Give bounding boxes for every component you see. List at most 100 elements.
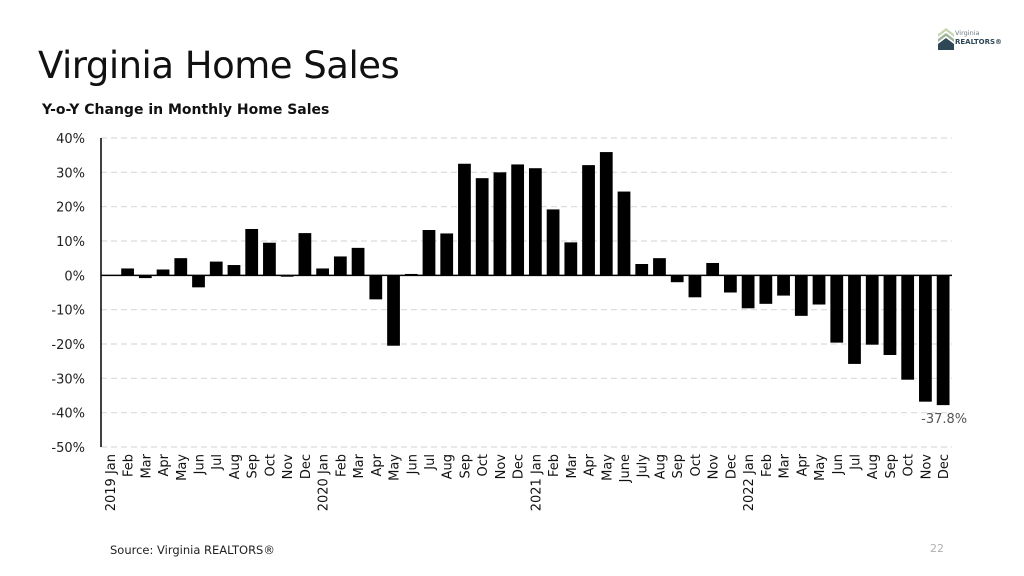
x-tick-label: Dec bbox=[724, 454, 739, 479]
x-tick-label: Oct bbox=[263, 454, 278, 476]
bar bbox=[493, 172, 507, 276]
bar bbox=[741, 275, 755, 309]
x-tick-label: May bbox=[813, 454, 828, 481]
x-tick-label: May bbox=[388, 454, 403, 481]
bar bbox=[440, 233, 454, 276]
x-tick-label: Nov bbox=[494, 454, 509, 480]
x-tick-label: Feb bbox=[334, 454, 349, 477]
page-number: 22 bbox=[930, 542, 944, 555]
logo-text-virginia: Virginia bbox=[955, 29, 980, 37]
x-tick-label: Apr bbox=[157, 453, 172, 476]
y-tick-label: 30% bbox=[56, 166, 85, 181]
bar bbox=[156, 269, 170, 276]
x-tick-label: 2020 Jan bbox=[317, 454, 332, 511]
x-tick-label: Oct bbox=[476, 454, 491, 476]
bar bbox=[174, 258, 188, 276]
x-tick-label: Apr bbox=[583, 453, 598, 476]
bar bbox=[475, 178, 489, 276]
page-title: Virginia Home Sales bbox=[38, 44, 400, 87]
x-tick-label: Mar bbox=[778, 453, 793, 478]
x-tick-label: June bbox=[618, 454, 633, 483]
bar bbox=[812, 275, 826, 305]
y-tick-label: 0% bbox=[64, 269, 85, 284]
bar bbox=[511, 164, 525, 276]
x-tick-label: Jul bbox=[210, 454, 225, 471]
x-tick-label: Mar bbox=[352, 453, 367, 478]
bar bbox=[227, 265, 241, 276]
x-tick-label: May bbox=[600, 454, 615, 481]
y-tick-label: 40% bbox=[56, 132, 85, 147]
x-tick-label: Oct bbox=[902, 454, 917, 476]
bar bbox=[263, 242, 276, 276]
bar bbox=[865, 275, 879, 345]
x-tick-label: Dec bbox=[512, 454, 527, 479]
bar bbox=[724, 275, 737, 293]
x-tick-label: 2022 Jan bbox=[742, 454, 757, 511]
y-tick-label: 20% bbox=[56, 201, 85, 216]
source-note: Source: Virginia REALTORS® bbox=[110, 543, 275, 557]
bars bbox=[103, 152, 950, 406]
x-tick-label: Apr bbox=[795, 453, 810, 476]
bar bbox=[138, 275, 152, 279]
y-tick-label: -10% bbox=[51, 304, 85, 319]
x-tick-label: Nov bbox=[281, 454, 296, 480]
x-tick-label: Sep bbox=[246, 454, 261, 479]
x-tick-label: Feb bbox=[122, 454, 137, 477]
bar bbox=[919, 275, 932, 402]
x-tick-label: Dec bbox=[937, 454, 952, 479]
annotations: -37.8% bbox=[921, 412, 967, 427]
bar bbox=[936, 275, 950, 406]
bar bbox=[564, 242, 578, 276]
x-tick-label: Mar bbox=[565, 453, 580, 478]
bar bbox=[316, 268, 329, 276]
x-tick-label: Aug bbox=[441, 454, 456, 479]
bar bbox=[706, 262, 720, 276]
data-label: -37.8% bbox=[921, 412, 967, 427]
bar bbox=[617, 191, 631, 276]
bar bbox=[121, 268, 134, 276]
x-tick-label: Jul bbox=[423, 454, 438, 471]
bar bbox=[192, 275, 205, 288]
x-tick-label: Aug bbox=[653, 454, 668, 479]
bar bbox=[794, 275, 808, 316]
gridlines bbox=[101, 137, 952, 448]
bar bbox=[582, 165, 595, 276]
x-tick-label: Jun bbox=[831, 454, 846, 475]
bar bbox=[830, 275, 844, 343]
x-tick-label: Sep bbox=[671, 454, 686, 479]
bar bbox=[670, 275, 684, 283]
bar bbox=[528, 168, 542, 276]
x-tick-label: Jul bbox=[848, 454, 863, 471]
x-tick-label: Dec bbox=[299, 454, 314, 479]
virginia-realtors-logo: Virginia REALTORS® bbox=[938, 28, 1003, 52]
x-tick-label: 2021 Jan bbox=[529, 454, 544, 511]
logo-text-realtors: REALTORS® bbox=[955, 38, 1003, 46]
y-tick-label: -50% bbox=[51, 441, 85, 456]
bar bbox=[351, 247, 365, 276]
x-tick-label: Oct bbox=[689, 454, 704, 476]
x-axis-ticks: 2019 Jan Feb Mar Apr May Jun Jul Aug Sep Oct Nov De… bbox=[104, 453, 952, 511]
chart-title: Y-o-Y Change in Monthly Home Sales bbox=[42, 102, 330, 118]
x-tick-label: Nov bbox=[707, 454, 722, 480]
bar bbox=[369, 275, 383, 300]
y-axis-ticks: 40% 30% 20% 10% 0% -10% -20% -30% -40% -50% bbox=[51, 132, 85, 456]
x-tick-label: Aug bbox=[866, 454, 881, 479]
bar bbox=[333, 256, 347, 276]
bar bbox=[653, 258, 666, 276]
x-tick-label: Aug bbox=[228, 454, 243, 479]
bar bbox=[546, 209, 560, 276]
bar bbox=[298, 233, 312, 276]
bar bbox=[422, 230, 436, 276]
y-tick-label: -20% bbox=[51, 338, 85, 353]
bar bbox=[209, 261, 223, 276]
bar bbox=[901, 275, 915, 380]
bar bbox=[635, 264, 649, 276]
bar bbox=[599, 152, 613, 276]
x-tick-label: Feb bbox=[547, 454, 562, 477]
bar bbox=[883, 275, 897, 355]
x-tick-label: Mar bbox=[139, 453, 154, 478]
x-tick-label: Feb bbox=[760, 454, 775, 477]
x-tick-label: Sep bbox=[458, 454, 473, 479]
x-tick-label: 2019 Jan bbox=[104, 454, 119, 511]
